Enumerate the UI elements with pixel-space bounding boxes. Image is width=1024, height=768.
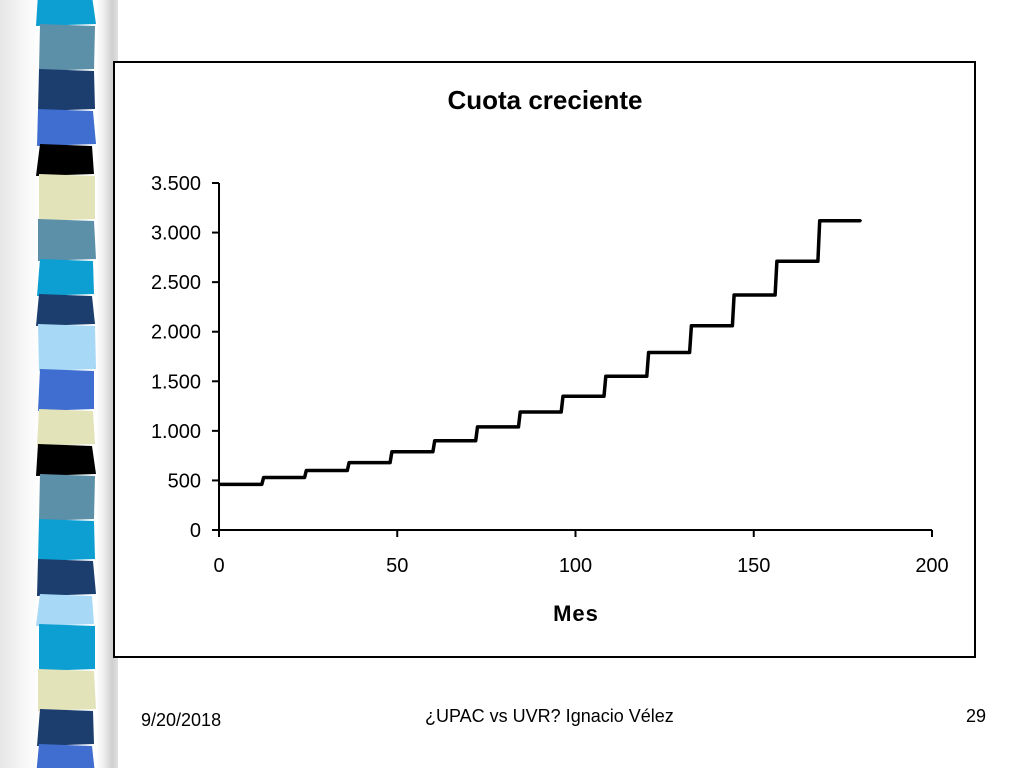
data-point [816,260,820,263]
stripe [38,519,95,561]
data-point [262,476,265,479]
data-point [561,394,565,398]
stripe [39,174,95,221]
data-point [773,293,777,297]
stripe-pattern [36,0,96,768]
x-axis-title: Mes [553,601,599,626]
stripe [36,144,94,176]
slide-date: 9/20/2018 [141,710,222,730]
data-point [517,425,520,429]
data-point [519,410,522,414]
chart-title: Cuota creciente [447,85,642,115]
x-tick-label: 200 [915,555,948,577]
stripe [36,444,96,476]
stripe [39,624,95,671]
stripe [36,594,94,626]
data-point [645,375,648,378]
stripe [36,744,95,768]
data-point [431,450,435,453]
data-point [732,293,736,297]
chart-frame: Cuota creciente 0 500 1.000 1.500 2.000 2.500… [113,61,976,658]
data-point [217,483,221,486]
y-tick-label: 3.000 [151,223,201,245]
stripe [37,709,94,746]
stripe [37,109,96,146]
stripe [37,259,94,296]
data-point [690,324,693,327]
data-point [476,425,479,429]
x-tick-label: 50 [386,555,408,577]
x-tick-label: 100 [559,555,592,577]
slide-footer-title: ¿UPAC vs UVR? Ignacio Vélez [425,706,674,726]
stripe [39,474,95,521]
decorative-stripe-bar [0,0,118,768]
data-point [305,469,308,472]
stripe [37,559,96,596]
stripe [38,369,94,411]
stripe [39,24,95,71]
y-tick-label: 0 [190,520,201,542]
stripe [37,409,95,446]
data-point [859,219,862,222]
data-point [775,260,779,263]
data-point [647,351,650,354]
data-point [390,450,394,453]
x-tick-label: 0 [213,555,224,577]
y-tick-label: 1.000 [151,421,201,443]
y-tick-label: 500 [168,470,201,492]
data-point [303,476,306,479]
data-point [347,461,351,464]
slide-page-number: 29 [966,706,987,726]
data-point [388,461,392,464]
x-tick-label: 150 [737,555,770,577]
data-point [560,410,563,414]
series-line [219,218,861,487]
y-tick-label: 2.500 [151,272,201,294]
data-point [474,439,477,442]
data-point [602,394,606,398]
data-point [346,469,349,472]
data-point [260,483,263,486]
y-tick-label: 1.500 [151,371,201,393]
data-point [604,375,608,378]
data-point [688,351,691,354]
y-tick-label: 3.500 [151,173,201,195]
stripe [38,219,96,261]
data-point [818,219,821,222]
stripe [36,294,95,326]
y-tick-label: 2.000 [151,322,201,344]
data-point [433,439,436,442]
stripe [38,669,96,711]
chart: Cuota creciente 05001.0001.5002.0002.500… [151,85,949,626]
stripe [36,0,96,26]
data-point [731,324,734,327]
stripe [38,69,95,111]
stripe [38,324,96,371]
